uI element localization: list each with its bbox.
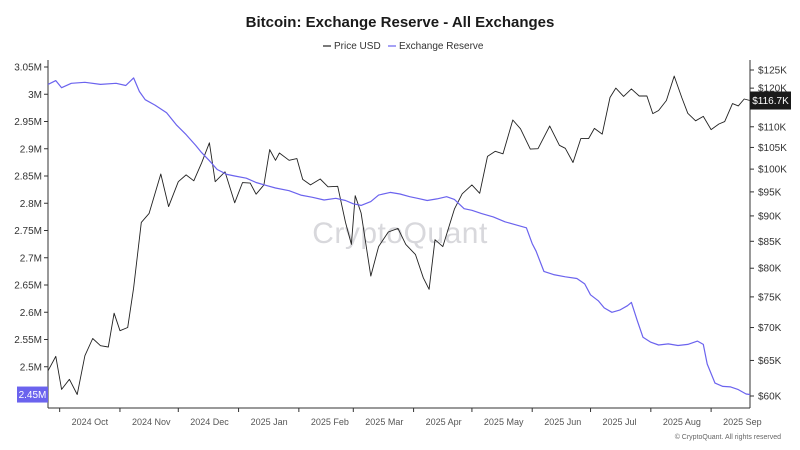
left-tick-label: 2.5M: [20, 362, 42, 373]
right-tick-label: $65K: [758, 356, 782, 367]
x-tick-label: 2024 Oct: [72, 417, 109, 427]
right-axis: $60K $65K $70K $75K $80K $85K $90K $95K $100K $10…: [749, 60, 787, 408]
legend: Price USD Exchange Reserve: [323, 41, 484, 52]
left-current-badge-label: 2.45M: [19, 390, 47, 401]
left-tick-label: 2.85M: [14, 172, 42, 183]
left-tick-label: 2.7M: [20, 253, 42, 264]
x-tick-label: 2025 Aug: [663, 417, 701, 427]
left-tick-label: 2.55M: [14, 335, 42, 346]
right-tick-label: $60K: [758, 392, 782, 403]
series-layer: [47, 75, 751, 396]
x-tick-label: 2025 Feb: [311, 417, 349, 427]
left-tick-label: 2.95M: [14, 117, 42, 128]
right-tick-label: $90K: [758, 211, 782, 222]
x-tick-label: 2025 Sep: [723, 417, 762, 427]
right-tick-label: $105K: [758, 143, 787, 154]
left-tick-label: 2.75M: [14, 226, 42, 237]
price-usd-line: [47, 75, 751, 395]
left-tick-label: 3M: [28, 90, 42, 101]
x-tick-label: 2025 May: [484, 417, 524, 427]
right-current-badge: [750, 91, 791, 110]
legend-label-reserve[interactable]: Exchange Reserve: [399, 41, 484, 52]
left-current-badge: [17, 386, 48, 403]
x-tick-label: 2025 Mar: [365, 417, 403, 427]
current-value-badges: 2.45M $116.7K: [17, 91, 791, 403]
left-tick-label: 2.9M: [20, 144, 42, 155]
right-tick-label: $70K: [758, 323, 782, 334]
left-tick-label: 2.65M: [14, 281, 42, 292]
right-tick-label: $120K: [758, 84, 787, 95]
x-tick-label: 2024 Dec: [190, 417, 229, 427]
watermark: CryptoQuant: [312, 217, 488, 250]
right-tick-label: $125K: [758, 66, 787, 77]
left-tick-label: 2.8M: [20, 199, 42, 210]
left-tick-label: 3.05M: [14, 63, 42, 74]
x-tick-label: 2025 Jun: [544, 417, 581, 427]
x-tick-label: 2025 Jul: [603, 417, 637, 427]
x-tick-label: 2025 Apr: [426, 417, 462, 427]
right-tick-label: $95K: [758, 187, 782, 198]
left-tick-label: 2.6M: [20, 308, 42, 319]
legend-label-price[interactable]: Price USD: [334, 41, 381, 52]
right-current-badge-label: $116.7K: [752, 96, 789, 107]
left-axis: 2.5M 2.55M 2.6M 2.65M 2.7M 2.75M 2.8M 2.85M 2.9M…: [14, 60, 49, 408]
right-tick-label: $100K: [758, 165, 787, 176]
right-tick-label: $80K: [758, 264, 782, 275]
x-tick-label: 2024 Nov: [132, 417, 171, 427]
x-tick-label: 2025 Jan: [251, 417, 288, 427]
exchange-reserve-line: [47, 77, 751, 396]
credit-text: © CryptoQuant. All rights reserved: [675, 433, 781, 441]
x-axis: 2024 Oct 2024 Nov 2024 Dec 2025 Jan 2025 Feb…: [48, 407, 762, 427]
right-tick-label: $110K: [758, 122, 787, 133]
right-tick-label: $85K: [758, 237, 782, 248]
chart-title: Bitcoin: Exchange Reserve - All Exchange…: [246, 14, 555, 31]
right-tick-label: $75K: [758, 292, 782, 303]
